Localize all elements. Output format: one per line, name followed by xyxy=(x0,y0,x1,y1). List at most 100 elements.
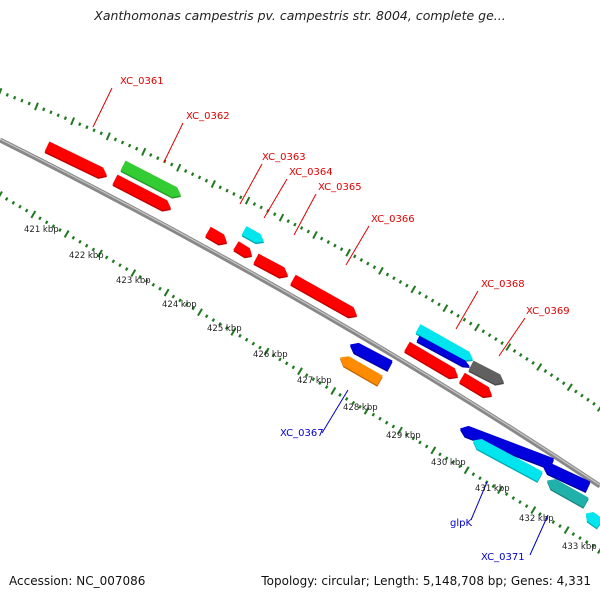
tick-mark xyxy=(158,286,162,291)
tick-mark xyxy=(371,412,376,417)
kbp-label: 432 kbp xyxy=(519,514,554,524)
tick-mark xyxy=(481,329,486,334)
tick-mark xyxy=(558,524,562,528)
tick-mark xyxy=(597,548,600,554)
tick-mark xyxy=(38,216,42,221)
tick-mark xyxy=(504,492,509,497)
leader-line xyxy=(529,514,549,556)
kbp-label: 422 kbp xyxy=(69,251,104,261)
tick-mark xyxy=(258,345,262,350)
tick-mark xyxy=(345,248,351,257)
tick-mark xyxy=(190,172,195,177)
tick-mark xyxy=(24,208,29,213)
tick-mark xyxy=(358,404,362,409)
tick-mark xyxy=(551,520,556,524)
tick-mark xyxy=(232,192,236,196)
tick-mark xyxy=(338,393,342,397)
tick-mark xyxy=(170,162,174,167)
tick-mark xyxy=(363,406,370,415)
gene-arrow-g17 xyxy=(473,438,543,483)
tick-mark xyxy=(118,263,122,268)
tick-mark xyxy=(191,306,196,311)
gene-arrow-body xyxy=(233,241,252,257)
tick-mark xyxy=(99,131,103,136)
gene-arrow-body xyxy=(340,356,383,386)
gene-label: glpK xyxy=(450,518,472,529)
tick-mark xyxy=(197,308,203,317)
tick-mark xyxy=(111,259,116,264)
tick-mark xyxy=(259,205,263,210)
tick-mark xyxy=(127,143,132,148)
tick-mark xyxy=(92,128,96,133)
kbp-label: 433 kbp xyxy=(562,542,597,552)
tick-mark xyxy=(359,258,364,262)
tick-mark xyxy=(563,526,570,534)
tick-mark xyxy=(130,269,137,277)
tick-mark xyxy=(284,361,289,366)
gene-arrow-body xyxy=(586,512,600,528)
gene-arrow-body xyxy=(415,324,473,361)
tick-mark xyxy=(252,202,257,206)
tick-mark xyxy=(56,113,60,118)
tick-mark xyxy=(561,381,566,386)
chromosome-backbone xyxy=(0,137,600,489)
tick-mark xyxy=(239,195,243,200)
gene-arrow-body xyxy=(205,226,227,244)
tick-mark xyxy=(218,185,222,190)
kbp-label: 425 kbp xyxy=(207,324,242,334)
gene-arrow-g1 xyxy=(44,141,107,179)
tick-mark xyxy=(500,341,504,345)
tick-mark xyxy=(120,140,125,145)
tick-mark xyxy=(141,147,147,156)
tick-mark xyxy=(378,416,382,421)
label-leader-lines xyxy=(92,87,549,556)
tick-mark xyxy=(471,472,476,477)
tick-mark xyxy=(366,261,370,266)
gene-label: XC_0369 xyxy=(526,306,570,317)
tick-mark xyxy=(13,95,17,100)
gene-arrow-body xyxy=(547,479,589,508)
tick-mark xyxy=(491,484,496,489)
tick-mark xyxy=(456,313,460,318)
tick-mark xyxy=(49,110,53,115)
gene-arrow-g9 xyxy=(415,324,473,362)
tick-mark xyxy=(204,314,209,319)
tick-mark xyxy=(304,373,309,378)
tick-mark xyxy=(518,352,523,357)
genome-map: 421 kbp 422 kbp 423 kbp 424 kbp 425 kbp 426 k… xyxy=(0,76,600,563)
tick-mark xyxy=(449,310,454,314)
tick-mark xyxy=(525,356,529,361)
gene-arrow-g19 xyxy=(547,479,589,509)
kbp-label: 430 kbp xyxy=(431,458,466,468)
tick-mark xyxy=(586,397,590,402)
gene-label: XC_0362 xyxy=(186,111,230,122)
gene-arrow-body xyxy=(460,425,554,469)
leader-line xyxy=(455,290,479,330)
leader-line xyxy=(498,317,526,357)
tick-mark xyxy=(344,396,349,401)
leader-line xyxy=(345,225,370,266)
kbp-label: 431 kbp xyxy=(475,484,510,494)
tick-mark xyxy=(438,452,442,457)
tick-mark xyxy=(418,291,422,296)
tick-mark xyxy=(404,432,409,437)
tick-mark xyxy=(176,163,182,172)
tick-mark xyxy=(278,357,282,362)
tick-mark xyxy=(410,285,417,294)
tick-mark xyxy=(351,400,356,405)
tick-mark xyxy=(530,506,537,515)
gene-arrow-g5 xyxy=(241,226,264,245)
gene-arrow-g6 xyxy=(233,241,252,259)
tick-mark xyxy=(105,132,111,141)
gene-arrow-body xyxy=(290,274,357,317)
tick-mark xyxy=(391,424,396,429)
gene-label: XC_0368 xyxy=(481,279,525,290)
kbp-label: 421 kbp xyxy=(24,225,59,235)
tick-mark xyxy=(478,476,482,481)
tick-mark xyxy=(372,265,377,270)
tick-mark xyxy=(424,444,429,449)
gene-label: XC_0361 xyxy=(120,76,164,87)
tick-mark xyxy=(34,102,39,111)
gene-arrow-body xyxy=(404,341,458,378)
gene-arrow-g10 xyxy=(416,335,470,368)
